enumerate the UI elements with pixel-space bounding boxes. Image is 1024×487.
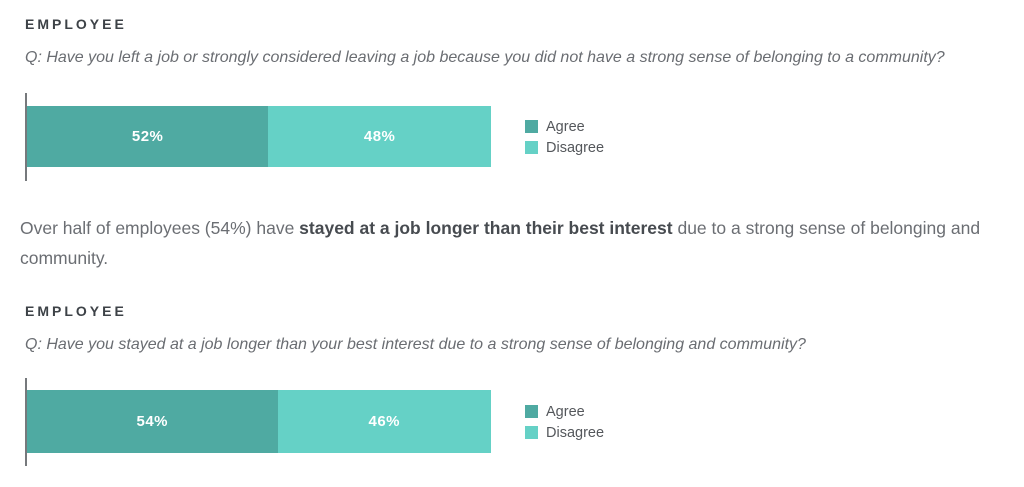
bar-segment-agree: 54% (27, 390, 278, 453)
y-axis-line (25, 93, 27, 181)
disagree-swatch-icon (525, 141, 538, 154)
bar-track: 52% 48% (27, 106, 491, 167)
y-axis-line (25, 378, 27, 466)
agree-swatch-icon (525, 120, 538, 133)
legend-item-agree: Agree (525, 404, 604, 420)
section-label-employee-1: EMPLOYEE (25, 16, 127, 32)
takeaway-post: due to a strong sense of belonging and c… (20, 218, 981, 268)
takeaway-bold: stayed at a job longer than their best i… (299, 218, 673, 238)
disagree-swatch-icon (525, 426, 538, 439)
legend-stayed-job: Agree Disagree (525, 404, 604, 441)
bar-segment-disagree: 48% (268, 106, 491, 167)
section-label-employee-2: EMPLOYEE (25, 303, 127, 319)
legend-label-agree: Agree (546, 118, 585, 135)
stacked-bar-chart-left-job: 52% 48% (25, 93, 491, 181)
chart-block-stayed-job: 54% 46% Agree Disagree (25, 378, 1024, 466)
legend-label-agree: Agree (546, 403, 585, 420)
takeaway-pre: Over half of employees (54%) have (20, 218, 300, 238)
stacked-bar-chart-stayed-job: 54% 46% (25, 378, 491, 466)
legend-label-disagree: Disagree (546, 139, 605, 156)
chart-block-left-job: 52% 48% Agree Disagree (25, 93, 1024, 181)
legend-item-disagree: Disagree (525, 425, 604, 441)
legend-item-disagree: Disagree (525, 140, 604, 156)
survey-question-stayed-job: Q: Have you stayed at a job longer than … (25, 336, 806, 353)
bar-segment-agree: 52% (27, 106, 269, 167)
takeaway-paragraph: Over half of employees (54%) have stayed… (20, 213, 995, 273)
survey-question-left-job: Q: Have you left a job or strongly consi… (25, 49, 945, 66)
bar-segment-disagree: 46% (277, 390, 491, 453)
legend-label-disagree: Disagree (546, 424, 605, 441)
agree-swatch-icon (525, 405, 538, 418)
bar-track: 54% 46% (27, 390, 491, 453)
legend-item-agree: Agree (525, 119, 604, 135)
legend-left-job: Agree Disagree (525, 119, 604, 156)
